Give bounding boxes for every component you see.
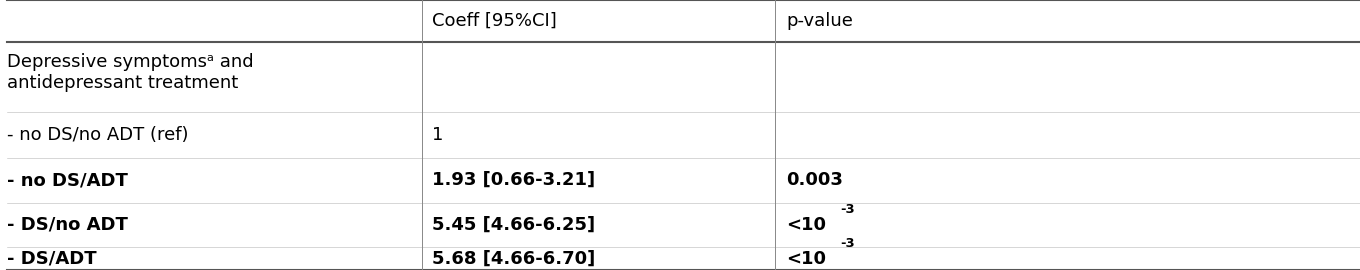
Text: -3: -3: [840, 237, 855, 250]
Text: 5.45 [4.66-6.25]: 5.45 [4.66-6.25]: [432, 216, 596, 234]
Text: Depressive symptomsᵃ and: Depressive symptomsᵃ and: [7, 52, 253, 70]
Text: 5.68 [4.66-6.70]: 5.68 [4.66-6.70]: [432, 249, 596, 268]
Text: 1: 1: [432, 126, 443, 144]
Text: Coeff [95%CI]: Coeff [95%CI]: [432, 12, 558, 30]
Text: 0.003: 0.003: [786, 171, 843, 189]
Text: -3: -3: [840, 203, 855, 217]
Text: 1.93 [0.66-3.21]: 1.93 [0.66-3.21]: [432, 171, 596, 189]
Text: p-value: p-value: [786, 12, 853, 30]
Text: - no DS/no ADT (ref): - no DS/no ADT (ref): [7, 126, 188, 144]
Text: <10: <10: [786, 216, 826, 234]
Text: - no DS/ADT: - no DS/ADT: [7, 171, 128, 189]
Text: - DS/ADT: - DS/ADT: [7, 249, 97, 268]
Text: - DS/no ADT: - DS/no ADT: [7, 216, 128, 234]
Text: antidepressant treatment: antidepressant treatment: [7, 75, 238, 92]
Text: <10: <10: [786, 249, 826, 268]
